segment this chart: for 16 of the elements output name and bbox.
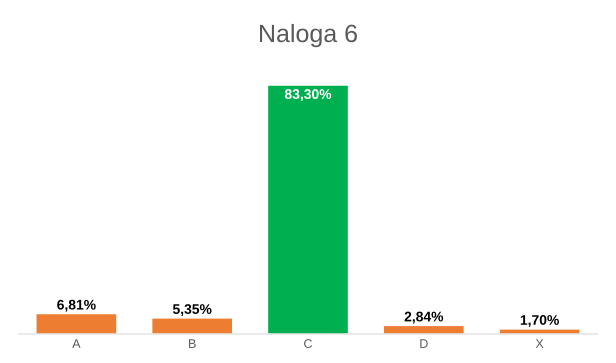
bar (498, 328, 581, 334)
data-label: 2,84% (404, 312, 444, 324)
bar (266, 84, 350, 334)
x-tick-label: B (189, 339, 196, 348)
bar (35, 312, 118, 334)
bar (150, 317, 234, 334)
data-label: 83,30% (284, 89, 332, 101)
bar (382, 324, 466, 334)
data-label: 6,81% (57, 300, 96, 312)
chart-title: Naloga 6 (260, 24, 357, 48)
data-label: 1,70% (520, 315, 559, 327)
x-tick-label: X (536, 339, 544, 348)
data-label: 5,35% (172, 304, 212, 316)
x-tick-label: D (420, 339, 428, 348)
x-tick-label: C (304, 339, 312, 348)
x-tick-label: A (72, 339, 81, 348)
